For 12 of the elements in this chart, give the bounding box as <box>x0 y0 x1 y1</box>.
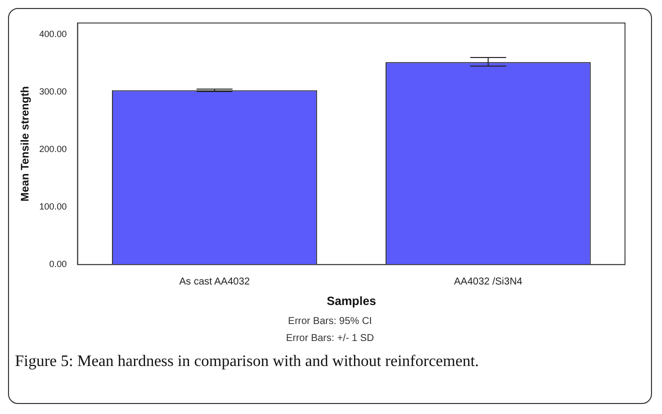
y-tick-label: 400.00 <box>39 28 67 39</box>
y-axis-title: Mean Tensile strength <box>20 86 32 202</box>
y-tick-label: 0.00 <box>49 259 67 270</box>
x-tick-label: As cast AA4032 <box>179 276 250 288</box>
y-tick-label: 100.00 <box>39 202 67 212</box>
caption: Figure 5: Mean hardness in comparison with and without reinforcement. <box>15 353 480 371</box>
text: Error Bars: 95% CI <box>287 315 373 329</box>
text: Error Bars: +/- 1 SD <box>284 332 376 346</box>
x-tick-label: AA4032 /Si3N4 <box>454 276 523 288</box>
x-axis-title: Samples <box>326 294 376 308</box>
y-tick-label: 300.00 <box>39 86 67 97</box>
y-tick-label: 200.00 <box>39 144 67 154</box>
